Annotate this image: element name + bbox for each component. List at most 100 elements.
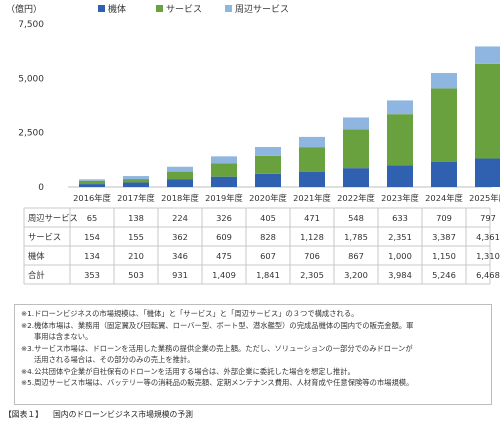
bar-segment <box>299 147 325 172</box>
table-cell: 405 <box>260 213 276 223</box>
table-cell: 2,351 <box>388 232 412 242</box>
legend-swatch <box>225 5 232 12</box>
bars <box>79 46 500 187</box>
caption-label: 【図表１】 <box>4 410 43 419</box>
x-tick-label: 2019年度 <box>205 193 243 203</box>
bar-segment <box>123 182 149 187</box>
bar-segment <box>475 46 500 64</box>
table-cell: 6,468 <box>476 270 500 280</box>
bar-segment <box>475 158 500 187</box>
note-line: 事用は含まない。 <box>34 332 93 341</box>
x-tick-label: 2025年度 <box>469 193 500 203</box>
bar-segment <box>387 165 413 187</box>
table-cell: 138 <box>128 213 144 223</box>
x-tick-labels: 2016年度 2017年度 2018年度 2019年度 2020年度 2021年度 2022… <box>73 193 500 203</box>
figure-caption: 【図表１】 国内のドローンビジネス市場規模の予測 <box>4 409 193 420</box>
x-tick-label: 2022年度 <box>337 193 375 203</box>
y-tick-label: 5,000 <box>18 74 44 84</box>
bar-segment <box>167 179 193 187</box>
bar-segment <box>255 173 281 187</box>
table-cell: 1,310 <box>476 251 500 261</box>
table-cell: 4,361 <box>476 232 500 242</box>
bar-segment <box>343 168 369 187</box>
data-table: 周辺サービス 65 138 224 326 405 471 548 633 709 797 サービス 1… <box>23 207 500 285</box>
y-tick-label: 2,500 <box>18 129 44 139</box>
legend-label: 機体 <box>108 3 126 15</box>
notes-box: ※1.ドローンビジネスの市場規模は、「機体」と「サービス」と「周辺サービス」の３… <box>14 304 492 405</box>
bar-segment <box>123 179 149 183</box>
bar-segment <box>167 171 193 180</box>
table-cell: 3,387 <box>432 232 456 242</box>
table-cell: 346 <box>172 251 188 261</box>
table-cell: 931 <box>172 270 188 280</box>
bar-segment <box>431 162 457 187</box>
y-axis-label: （億円） <box>6 3 42 15</box>
table-cell: 362 <box>172 232 188 242</box>
note-line: 活用される場合は、その部分のみの売上を推計。 <box>34 355 195 364</box>
table-cell: 154 <box>84 232 100 242</box>
table-row-label: 機体 <box>28 251 45 261</box>
x-tick-label: 2018年度 <box>161 193 199 203</box>
table-cell: 797 <box>480 213 496 223</box>
legend: 機体 サービス 周辺サービス <box>98 3 289 15</box>
y-tick-label: 0 <box>38 183 44 193</box>
x-tick-label: 2016年度 <box>73 193 111 203</box>
bar-segment <box>211 156 237 164</box>
bar-segment <box>299 136 325 148</box>
table-row-label: サービス <box>28 232 61 242</box>
y-tick-label: 7,500 <box>18 20 44 30</box>
caption-text: 国内のドローンビジネス市場規模の予測 <box>52 410 193 419</box>
table-cell: 1,841 <box>256 270 280 280</box>
table-cell: 475 <box>216 251 232 261</box>
bar-segment <box>431 72 457 89</box>
x-tick-label: 2020年度 <box>249 193 287 203</box>
bar-segment <box>123 176 149 180</box>
table-cell: 1,000 <box>388 251 412 261</box>
bar-segment <box>299 171 325 187</box>
table-cell: 5,246 <box>432 270 456 280</box>
bar-segment <box>79 179 105 181</box>
note-line: ※3.サービス市場は、ドローンを活用した業務の提供企業の売上額。ただし、ソリュー… <box>21 343 413 353</box>
table-cell: 210 <box>128 251 144 261</box>
table-cell: 1,150 <box>432 251 456 261</box>
bar-segment <box>255 147 281 156</box>
y-axis: 0 2,500 5,000 7,500 <box>18 20 44 193</box>
bar-segment <box>255 155 281 174</box>
table-cell: 2,305 <box>300 270 324 280</box>
table-cell: 224 <box>172 213 188 223</box>
bar-segment <box>79 184 105 187</box>
bar-segment <box>387 114 413 166</box>
table-cell: 709 <box>436 213 452 223</box>
table-cell: 65 <box>87 213 98 223</box>
table-cell: 471 <box>304 213 320 223</box>
table-cell: 326 <box>216 213 232 223</box>
bar-segment <box>79 180 105 185</box>
bar-segment <box>475 63 500 159</box>
table-cell: 706 <box>304 251 320 261</box>
table-row-label: 周辺サービス <box>28 213 78 223</box>
table-cell: 3,984 <box>388 270 412 280</box>
x-tick-label: 2024年度 <box>425 193 463 203</box>
bar-segment <box>211 176 237 187</box>
legend-swatch <box>98 5 105 12</box>
bar-segment <box>387 100 413 115</box>
legend-label: 周辺サービス <box>235 4 289 15</box>
table-cell: 607 <box>260 251 276 261</box>
bar-segment <box>343 117 369 130</box>
table-cell: 1,785 <box>344 232 368 242</box>
note-line: ※1.ドローンビジネスの市場規模は、「機体」と「サービス」と「周辺サービス」の３… <box>21 309 359 318</box>
x-tick-label: 2021年度 <box>293 193 331 203</box>
table-cell: 609 <box>216 232 232 242</box>
table-cell: 633 <box>392 213 408 223</box>
table-cell: 353 <box>84 270 100 280</box>
bar-segment <box>343 129 369 169</box>
x-tick-label: 2017年度 <box>117 193 155 203</box>
legend-swatch <box>156 5 163 12</box>
bar-segment <box>211 163 237 177</box>
table-cell: 155 <box>128 232 144 242</box>
table-cell: 1,409 <box>212 270 236 280</box>
bar-segment <box>431 88 457 163</box>
bar-segment <box>167 166 193 172</box>
table-cell: 3,200 <box>344 270 368 280</box>
